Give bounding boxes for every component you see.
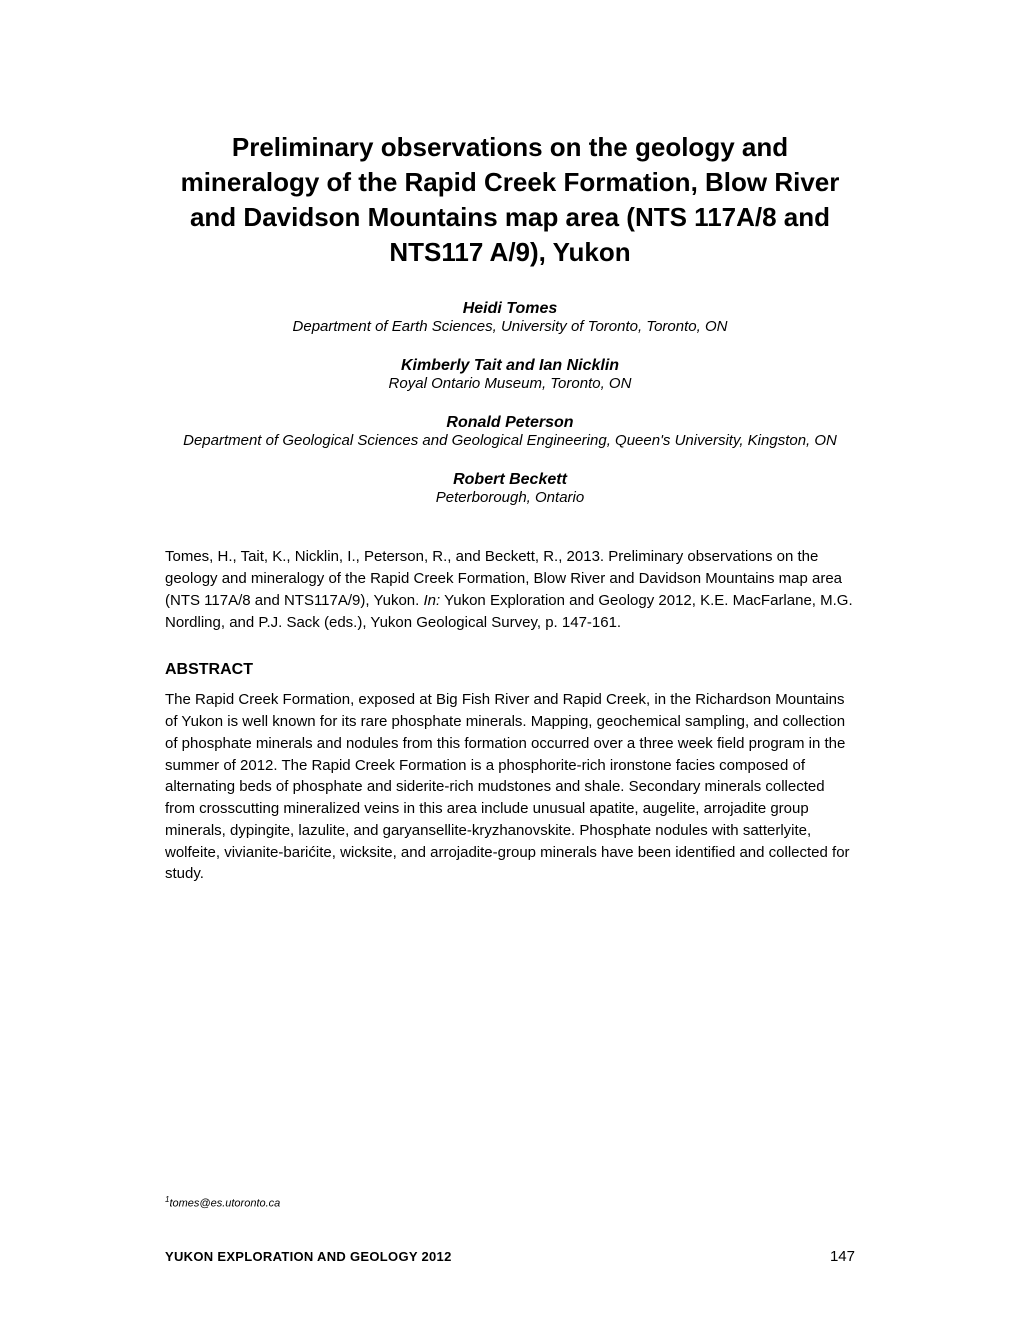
author-name: Ronald Peterson xyxy=(165,414,855,432)
paper-title: Preliminary observations on the geology … xyxy=(165,130,855,270)
citation-in: In: xyxy=(423,592,440,609)
footer-page-number: 147 xyxy=(830,1248,855,1265)
citation: Tomes, H., Tait, K., Nicklin, I., Peters… xyxy=(165,546,855,633)
author-affiliation: Royal Ontario Museum, Toronto, ON xyxy=(165,375,855,392)
abstract-heading: ABSTRACT xyxy=(165,661,855,679)
author-name: Heidi Tomes xyxy=(165,300,855,318)
footer-journal: YUKON EXPLORATION AND GEOLOGY 2012 xyxy=(165,1249,452,1264)
footer-bar: YUKON EXPLORATION AND GEOLOGY 2012 147 xyxy=(165,1248,855,1265)
author-affiliation: Peterborough, Ontario xyxy=(165,489,855,506)
author-block-1: Heidi Tomes Department of Earth Sciences… xyxy=(165,300,855,335)
footer-email: 1tomes@es.utoronto.ca xyxy=(165,1195,280,1210)
author-block-2: Kimberly Tait and Ian Nicklin Royal Onta… xyxy=(165,357,855,392)
author-affiliation: Department of Geological Sciences and Ge… xyxy=(165,432,855,449)
author-affiliation: Department of Earth Sciences, University… xyxy=(165,318,855,335)
footer-email-text: tomes@es.utoronto.ca xyxy=(169,1198,280,1210)
author-block-3: Ronald Peterson Department of Geological… xyxy=(165,414,855,449)
author-name: Robert Beckett xyxy=(165,471,855,489)
author-block-4: Robert Beckett Peterborough, Ontario xyxy=(165,471,855,506)
abstract-body: The Rapid Creek Formation, exposed at Bi… xyxy=(165,689,855,885)
author-name: Kimberly Tait and Ian Nicklin xyxy=(165,357,855,375)
